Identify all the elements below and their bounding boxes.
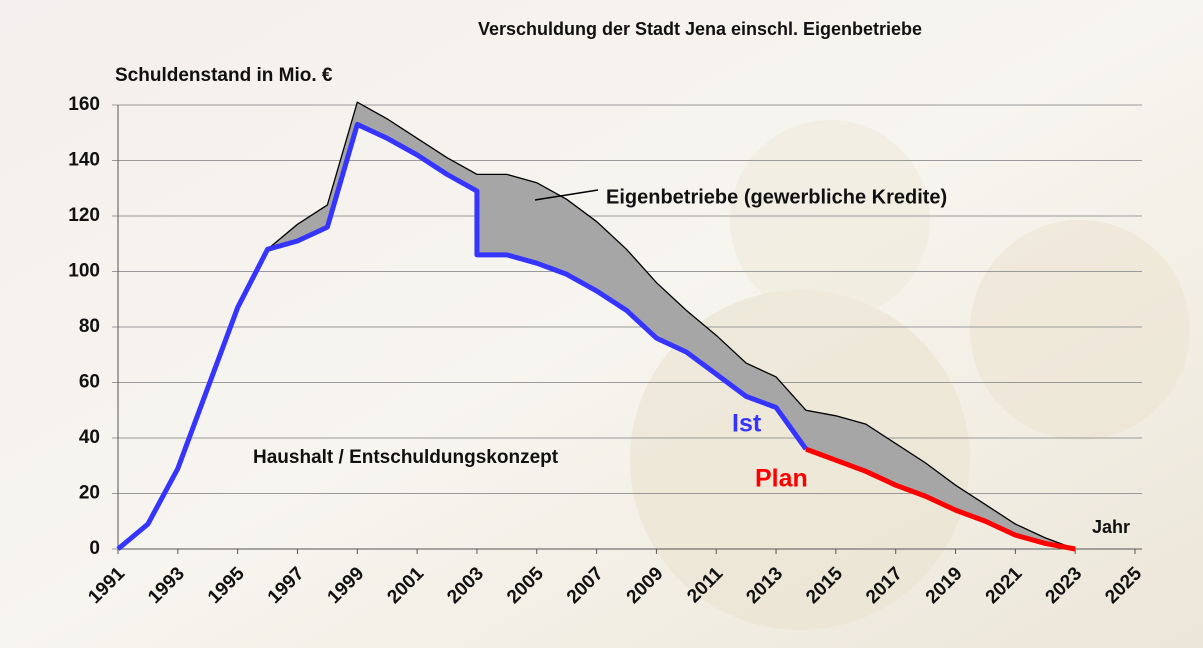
series-label: Plan — [755, 465, 808, 493]
series-label: Eigenbetriebe (gewerbliche Kredite) — [606, 186, 947, 208]
background-coin — [730, 120, 930, 320]
y-tick-label: 20 — [79, 483, 100, 504]
chart: Verschuldung der Stadt Jena einschl. Eig… — [0, 0, 1203, 648]
y-tick-label: 160 — [68, 94, 100, 115]
y-tick-label: 80 — [79, 316, 100, 337]
x-axis-label: Jahr — [1092, 517, 1130, 537]
annotation: Haushalt / Entschuldungskonzept — [253, 447, 559, 468]
y-tick-label: 40 — [79, 427, 100, 448]
y-tick-label: 60 — [79, 372, 100, 393]
y-tick-label: 100 — [68, 261, 100, 282]
y-tick-label: 140 — [68, 150, 100, 171]
background-coin — [970, 220, 1190, 440]
y-tick-label: 0 — [89, 538, 100, 559]
series-label: Ist — [732, 410, 762, 438]
y-tick-label: 120 — [68, 205, 100, 226]
chart-title: Verschuldung der Stadt Jena einschl. Eig… — [478, 19, 922, 39]
y-axis-label: Schuldenstand in Mio. € — [115, 65, 333, 86]
